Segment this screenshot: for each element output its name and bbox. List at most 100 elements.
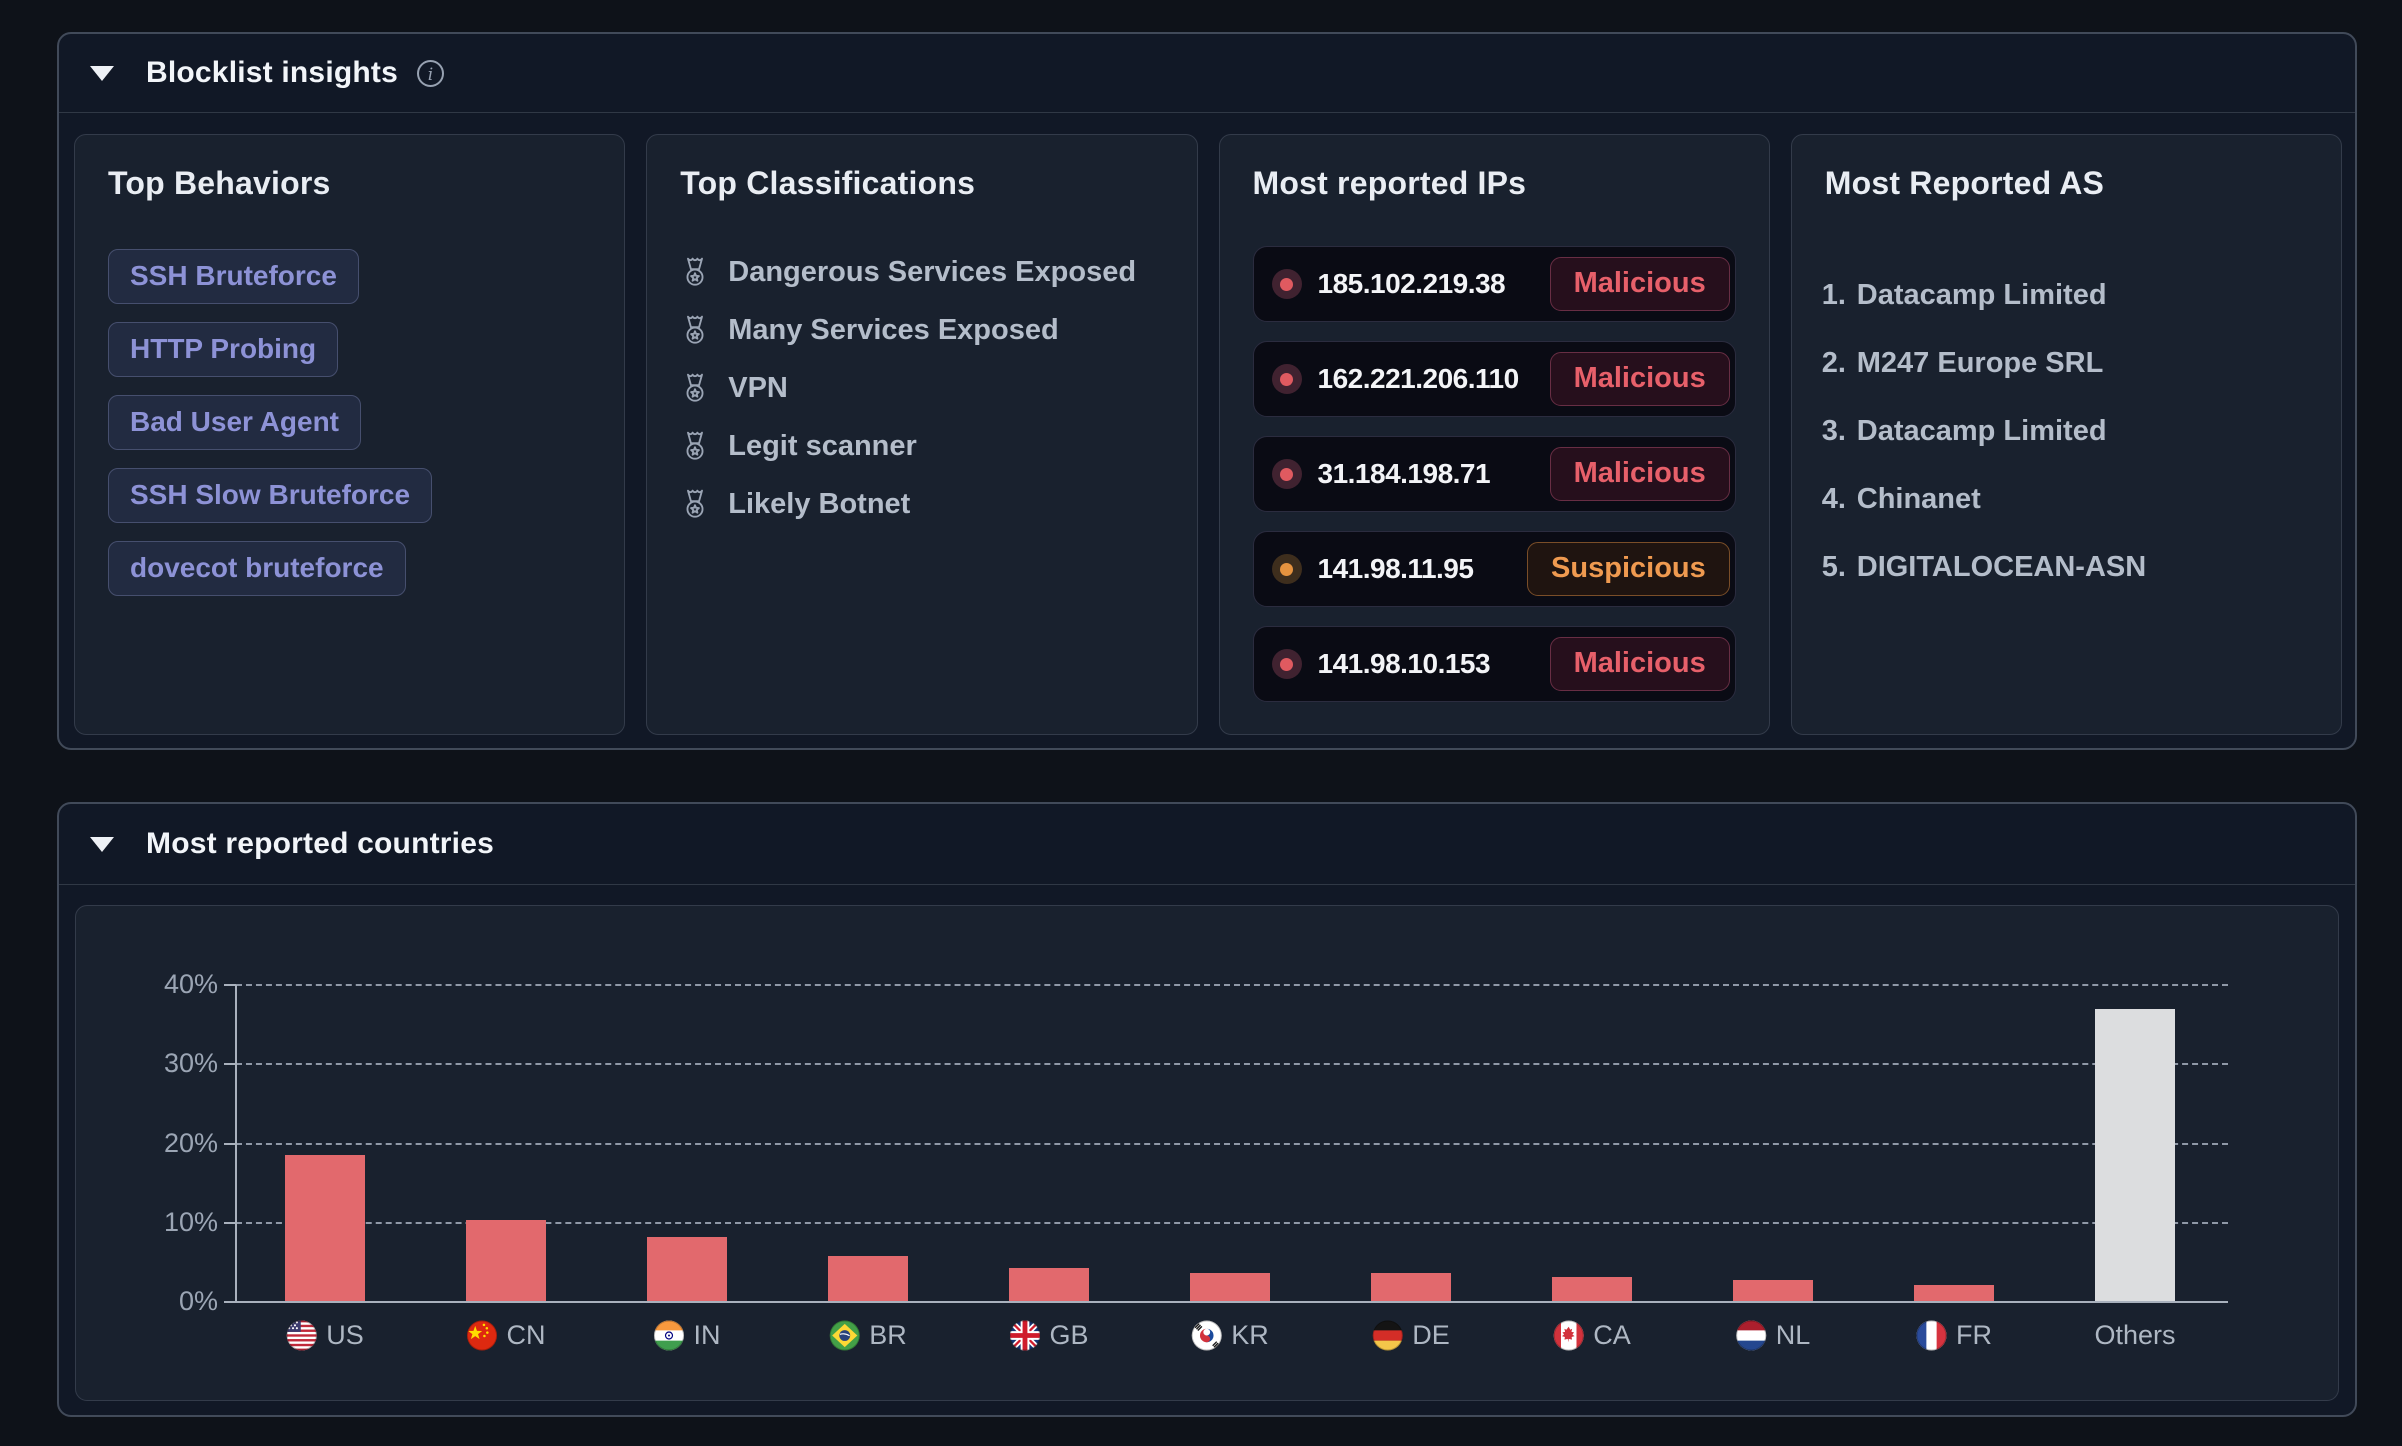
y-tick-label: 40% xyxy=(163,969,218,999)
reported-as-item: 4. Chinanet xyxy=(1821,482,1981,515)
classification-item: Likely Botnet xyxy=(684,488,1136,520)
reported-ip-row[interactable]: 141.98.11.95 Suspicious xyxy=(1252,531,1736,607)
gb-flag-icon xyxy=(1009,1320,1041,1351)
panel-title: Most reported countries xyxy=(146,827,494,860)
behavior-tag[interactable]: SSH Slow Bruteforce xyxy=(108,468,433,523)
countries-header[interactable]: Most reported countries xyxy=(59,804,2355,885)
bar-fr[interactable] xyxy=(1914,1285,1994,1302)
bar-cn[interactable] xyxy=(466,1220,546,1302)
x-label-kr: KR xyxy=(1191,1320,1269,1351)
us-flag-icon xyxy=(286,1320,317,1351)
bar-gb[interactable] xyxy=(1009,1268,1089,1302)
y-tick xyxy=(224,1063,236,1066)
ip-address: 31.184.198.71 xyxy=(1317,458,1491,489)
panel-title: Blocklist insights xyxy=(146,56,398,89)
card-title: Most reported IPs xyxy=(1252,165,1527,201)
card-title: Top Behaviors xyxy=(108,165,331,201)
x-axis xyxy=(236,1301,2228,1303)
ip-address: 185.102.219.38 xyxy=(1317,268,1506,299)
x-label-in: IN xyxy=(653,1320,721,1351)
y-tick-label: 10% xyxy=(163,1206,218,1237)
reported-as-item: 3. Datacamp Limited xyxy=(1821,414,2107,447)
card-title: Top Classifications xyxy=(680,165,976,201)
x-label-gb: GB xyxy=(1009,1320,1089,1351)
reported-as-list: 1. Datacamp Limited 2. M247 Europe SRL 3. Dat… xyxy=(1822,278,2146,618)
bar-kr[interactable] xyxy=(1190,1273,1270,1302)
countries-bar-chart: 0% 10% 20% 30% 40% US CN IN BR GB KR DE CA NL FR Others xyxy=(75,905,2339,1401)
ip-address: 141.98.10.153 xyxy=(1317,648,1491,679)
y-axis xyxy=(235,985,237,1302)
top-classifications-card: Top Classifications Dangerous Services E… xyxy=(646,134,1198,735)
cn-flag-icon xyxy=(466,1320,498,1351)
status-badge: Suspicious xyxy=(1527,542,1730,596)
medal-icon xyxy=(684,431,706,462)
status-badge: Malicious xyxy=(1549,352,1730,406)
classification-item: Many Services Exposed xyxy=(684,314,1136,346)
x-label-others: Others xyxy=(2094,1320,2176,1350)
ca-flag-icon xyxy=(1553,1320,1584,1351)
nl-flag-icon xyxy=(1736,1320,1767,1351)
bar-br[interactable] xyxy=(828,1256,908,1302)
y-tick-label: 30% xyxy=(163,1048,218,1079)
most-reported-countries-panel: Most reported countries 0% 10% 20% 30% 40% US… xyxy=(57,802,2357,1417)
fr-flag-icon xyxy=(1916,1320,1947,1351)
most-reported-ips-card: Most reported IPs 185.102.219.38 Maliciou… xyxy=(1218,134,1770,735)
status-dot-icon xyxy=(1271,459,1302,489)
reported-ip-row[interactable]: 31.184.198.71 Malicious xyxy=(1252,436,1736,512)
blocklist-insights-header[interactable]: Blocklist insights i xyxy=(59,34,2355,113)
status-dot-icon xyxy=(1271,554,1302,584)
gridline xyxy=(236,1063,2228,1066)
kr-flag-icon xyxy=(1191,1320,1222,1351)
x-label-us: US xyxy=(286,1320,364,1351)
medal-icon xyxy=(684,373,706,404)
classification-item: Dangerous Services Exposed xyxy=(684,256,1136,288)
y-tick xyxy=(224,1301,236,1303)
x-label-nl: NL xyxy=(1736,1320,1810,1351)
status-badge: Malicious xyxy=(1549,447,1730,501)
behavior-tag[interactable]: SSH Bruteforce xyxy=(108,249,359,304)
ip-address: 162.221.206.110 xyxy=(1317,363,1520,394)
de-flag-icon xyxy=(1372,1320,1403,1351)
most-reported-as-card: Most Reported AS 1. Datacamp Limited 2. M24… xyxy=(1790,134,2342,735)
x-label-br: BR xyxy=(829,1320,907,1351)
behavior-tag[interactable]: dovecot bruteforce xyxy=(108,541,406,596)
behavior-tag[interactable]: Bad User Agent xyxy=(108,395,362,450)
reported-ip-row[interactable]: 162.221.206.110 Malicious xyxy=(1252,341,1736,417)
status-dot-icon xyxy=(1271,649,1302,679)
x-label-cn: CN xyxy=(466,1320,546,1351)
status-badge: Malicious xyxy=(1549,257,1730,311)
behavior-tags: SSH Bruteforce HTTP Probing Bad User Agent… xyxy=(108,249,433,596)
status-dot-icon xyxy=(1271,269,1302,299)
in-flag-icon xyxy=(653,1320,685,1351)
gridline xyxy=(236,1142,2228,1145)
collapse-caret-icon[interactable] xyxy=(90,836,114,852)
bar-us[interactable] xyxy=(285,1155,365,1302)
status-badge: Malicious xyxy=(1549,637,1730,691)
bar-in[interactable] xyxy=(647,1237,727,1302)
info-icon[interactable]: i xyxy=(416,59,445,88)
reported-as-item: 5. DIGITALOCEAN-ASN xyxy=(1821,550,2147,583)
bar-ca[interactable] xyxy=(1552,1277,1632,1302)
x-label-ca: CA xyxy=(1553,1320,1631,1351)
classification-item: VPN xyxy=(684,372,1136,404)
y-tick xyxy=(224,984,236,986)
br-flag-icon xyxy=(829,1320,860,1351)
bar-de[interactable] xyxy=(1371,1273,1451,1302)
medal-icon xyxy=(684,315,706,346)
bar-nl[interactable] xyxy=(1733,1280,1813,1302)
reported-ip-row[interactable]: 185.102.219.38 Malicious xyxy=(1252,246,1736,322)
classification-list: Dangerous Services Exposed Many Services … xyxy=(684,256,1136,547)
classification-item: Legit scanner xyxy=(684,430,1136,462)
y-tick xyxy=(224,1142,236,1145)
gridline xyxy=(236,1221,2228,1224)
y-tick-label: 20% xyxy=(163,1127,218,1158)
medal-icon xyxy=(684,257,706,288)
bar-others[interactable] xyxy=(2095,1009,2175,1302)
reported-ip-row[interactable]: 141.98.10.153 Malicious xyxy=(1252,626,1736,702)
ip-address: 141.98.11.95 xyxy=(1317,553,1474,584)
top-behaviors-card: Top Behaviors SSH Bruteforce HTTP Probing… xyxy=(74,134,626,735)
reported-as-item: 1. Datacamp Limited xyxy=(1821,278,2107,311)
collapse-caret-icon[interactable] xyxy=(90,65,114,81)
behavior-tag[interactable]: HTTP Probing xyxy=(108,322,339,377)
status-dot-icon xyxy=(1271,364,1302,394)
